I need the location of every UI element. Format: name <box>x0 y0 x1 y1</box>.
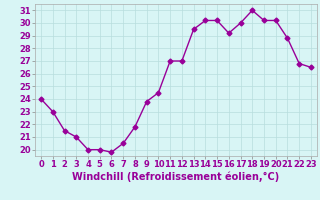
X-axis label: Windchill (Refroidissement éolien,°C): Windchill (Refroidissement éolien,°C) <box>72 172 280 182</box>
